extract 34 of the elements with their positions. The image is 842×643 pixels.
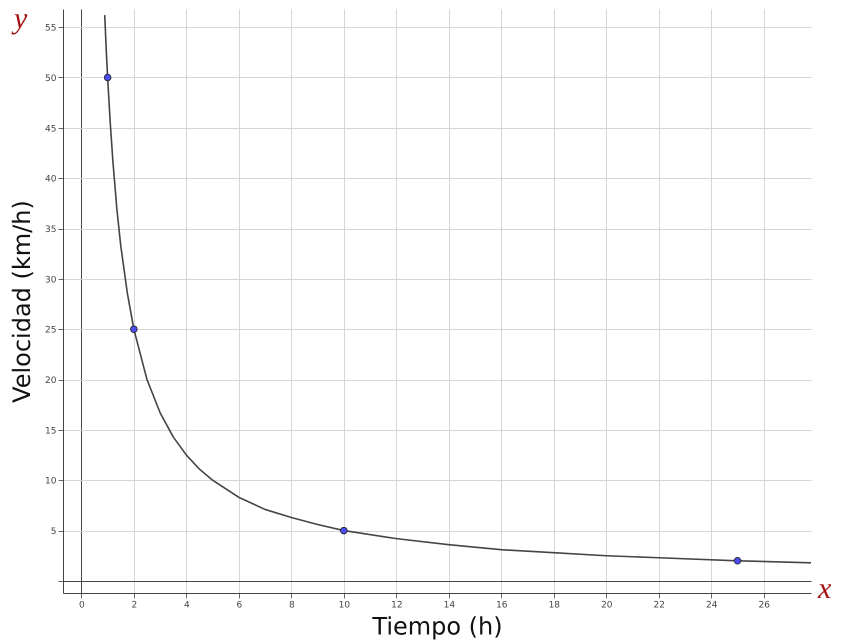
y-tick-label: 5	[50, 527, 56, 538]
y-tick-label: 25	[45, 326, 56, 336]
x-tick-label: 16	[496, 600, 508, 610]
y-tick-label: 40	[45, 174, 57, 185]
point	[734, 557, 742, 565]
y-tick-label: 55	[45, 24, 56, 34]
x-tick-label: 14	[444, 600, 456, 610]
point	[130, 325, 138, 333]
x-tick-label: 22	[654, 600, 665, 610]
x-tick-label: 8	[288, 600, 295, 610]
x-tick-label: 26	[758, 600, 770, 610]
x-tick-label: 10	[338, 600, 350, 610]
x-axis-title: Tiempo (h)	[371, 612, 503, 640]
text: x	[818, 572, 832, 605]
text: y	[14, 2, 28, 35]
point	[340, 526, 348, 534]
x-tick-label: 24	[706, 600, 718, 610]
x-tick-label: 2	[131, 600, 138, 610]
y-axis-title: Velocidad (km/h)	[8, 200, 36, 403]
x-tick-label: 4	[184, 600, 190, 610]
x-tick-label: 18	[548, 600, 560, 610]
y-tick-label: 20	[45, 376, 57, 386]
x-tick-label: 20	[601, 600, 613, 610]
y-tick-label: 50	[45, 74, 57, 84]
x-tick-label: 6	[236, 600, 242, 610]
y-tick-label: 15	[45, 426, 56, 436]
x-tick-label: 0	[79, 600, 86, 610]
x-tick-label: 12	[391, 600, 403, 610]
y-tick-label: 45	[45, 124, 56, 134]
y-tick-label: 10	[45, 476, 57, 487]
line-series	[104, 14, 811, 564]
y-tick-label: 30	[45, 275, 57, 286]
y-tick-label: 35	[45, 225, 56, 236]
point	[104, 74, 112, 82]
